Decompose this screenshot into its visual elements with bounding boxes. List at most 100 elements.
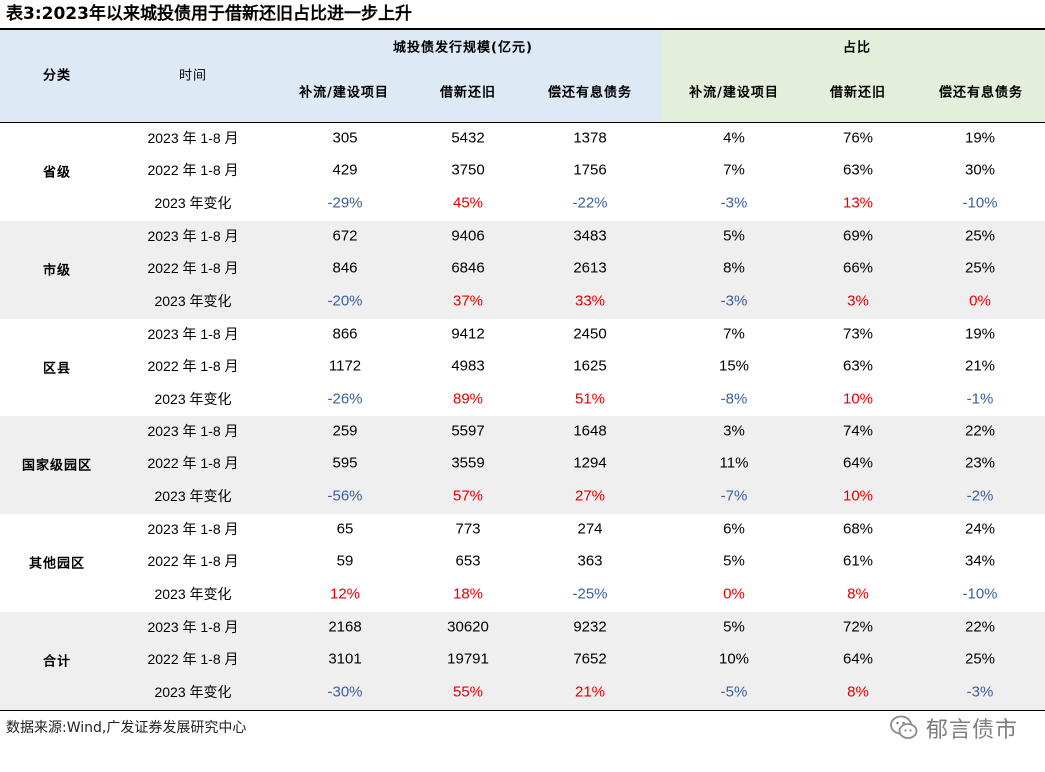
share-col-b-cell: 8% [847, 683, 869, 701]
share-col-b-cell: 13% [842, 194, 874, 212]
scale-col-a-cell: 846 [332, 259, 358, 277]
row-group: 市级 2023 年 1-8 月 672 9406 3483 5% 69% 25% 2022 年 … [0, 220, 1045, 319]
table-title: 表3:2023年以来城投债用于借新还旧占比进一步上升 [6, 4, 412, 24]
scale-col-c-cell: 33% [574, 292, 606, 310]
header-group-scale: 城投债发行规模(亿元) [393, 40, 533, 56]
scale-col-b-cell: 55% [452, 683, 484, 701]
share-col-a-cell: 10% [718, 650, 750, 668]
share-col-b-cell: 10% [842, 390, 874, 408]
scale-col-b-cell: 653 [455, 552, 481, 570]
share-col-c-cell: 22% [964, 422, 996, 440]
share-col-b-cell: 76% [842, 129, 874, 147]
time-cell: 2023 年 1-8 月 [147, 521, 239, 538]
share-col-b-cell: 66% [842, 259, 874, 277]
scale-col-a-cell: 259 [332, 422, 358, 440]
header-share-col-b: 借新还旧 [829, 85, 887, 101]
share-col-b-cell: 3% [847, 292, 869, 310]
scale-col-c-cell: 3483 [573, 227, 607, 245]
header-share-col-c: 偿还有息债务 [938, 85, 1024, 101]
scale-col-c-cell: 1648 [573, 422, 607, 440]
row-group: 省级 2023 年 1-8 月 305 5432 1378 4% 76% 19% 2022 年 … [0, 123, 1045, 221]
scale-col-b-cell: 19791 [447, 650, 489, 668]
time-cell: 2023 年变化 [154, 195, 232, 211]
share-col-a-cell: 5% [723, 552, 745, 570]
scale-col-c-cell: 21% [574, 683, 606, 701]
share-col-a-cell: 7% [723, 325, 745, 343]
scale-col-c-cell: 1625 [573, 357, 607, 375]
time-cell: 2023 年 1-8 月 [147, 130, 239, 146]
scale-col-c-cell: 274 [577, 520, 603, 538]
share-col-c-cell: 25% [964, 227, 996, 245]
share-col-b-cell: 63% [842, 161, 874, 179]
time-cell: 2023 年 1-8 月 [147, 423, 239, 440]
header-group-share: 占比 [842, 40, 872, 56]
table-header: 分类 时间 城投债发行规模(亿元) 占比 补流/建设项目 借新还旧 偿还有息债务… [0, 30, 1045, 122]
scale-col-b-cell: 9412 [451, 325, 485, 343]
share-col-c-cell: 19% [964, 325, 996, 343]
header-scale-background [0, 30, 662, 122]
scale-col-b-cell: 3559 [451, 454, 485, 472]
time-cell: 2022 年 1-8 月 [147, 259, 239, 276]
scale-col-b-cell: 37% [452, 292, 484, 310]
share-col-a-cell: 6% [723, 520, 745, 538]
scale-col-c-cell: 363 [577, 552, 603, 570]
scale-col-c-cell: 1378 [573, 129, 607, 147]
share-col-b-cell: 61% [842, 552, 874, 570]
scale-col-b-cell: 45% [452, 194, 484, 212]
share-col-a-cell: 7% [723, 161, 745, 179]
time-cell: 2023 年变化 [154, 684, 232, 700]
time-cell: 2022 年 1-8 月 [147, 357, 239, 374]
scale-col-b-cell: 5432 [451, 129, 485, 147]
share-col-a-cell: -7% [720, 487, 748, 505]
share-col-a-cell: 0% [723, 585, 745, 603]
wechat-icon [890, 715, 918, 739]
time-cell: 2022 年 1-8 月 [147, 651, 239, 667]
row-group: 国家级园区 2023 年 1-8 月 259 5597 1648 3% 74% 22% 2022… [0, 416, 1045, 515]
scale-col-a-cell: -30% [327, 683, 363, 701]
scale-col-c-cell: 27% [574, 487, 606, 505]
share-col-c-cell: 19% [964, 129, 996, 147]
share-col-c-cell: 25% [964, 650, 996, 668]
share-col-c-cell: 25% [964, 259, 996, 277]
share-col-c-cell: 0% [969, 292, 991, 310]
share-col-b-cell: 8% [847, 585, 869, 603]
category-label: 市级 [42, 263, 72, 279]
header-category: 分类 [42, 68, 72, 84]
scale-col-c-cell: 2450 [573, 325, 607, 343]
header-share-col-a: 补流/建设项目 [689, 85, 779, 101]
share-col-c-cell: 21% [964, 357, 996, 375]
watermark-text: 郁言债市 [926, 718, 1019, 743]
scale-col-a-cell: -20% [327, 292, 363, 310]
time-cell: 2023 年变化 [154, 390, 232, 407]
share-col-b-cell: 64% [842, 650, 874, 668]
share-col-a-cell: 8% [723, 259, 745, 277]
time-cell: 2022 年 1-8 月 [147, 162, 239, 178]
scale-col-b-cell: 18% [452, 585, 484, 603]
header-share-background [662, 30, 1045, 122]
header-rule [0, 122, 1045, 123]
scale-col-c-cell: 7652 [573, 650, 607, 668]
share-col-c-cell: -3% [966, 683, 994, 701]
share-col-b-cell: 74% [842, 422, 874, 440]
share-col-c-cell: 23% [964, 454, 996, 472]
header-scale-col-a: 补流/建设项目 [299, 85, 389, 101]
share-col-a-cell: 11% [719, 454, 749, 472]
scale-col-b-cell: 57% [452, 487, 484, 505]
share-col-c-cell: 30% [964, 161, 996, 179]
scale-col-c-cell: 1756 [573, 161, 607, 179]
time-cell: 2022 年 1-8 月 [147, 455, 239, 472]
share-col-a-cell: 5% [723, 227, 745, 245]
scale-col-b-cell: 89% [452, 390, 484, 408]
share-col-b-cell: 73% [842, 325, 874, 343]
header-scale-col-c: 偿还有息债务 [547, 85, 633, 101]
row-group: 区县 2023 年 1-8 月 866 9412 2450 7% 73% 19% 2022 年 … [0, 319, 1045, 417]
share-col-a-cell: 3% [723, 422, 745, 440]
share-col-c-cell: 34% [964, 552, 996, 570]
scale-col-a-cell: 595 [332, 454, 358, 472]
scale-col-a-cell: 672 [332, 227, 358, 245]
scale-col-a-cell: 3101 [328, 650, 362, 668]
share-col-a-cell: -3% [720, 194, 748, 212]
scale-col-a-cell: 2168 [328, 618, 362, 636]
share-col-a-cell: -5% [720, 683, 748, 701]
scale-col-b-cell: 30620 [447, 618, 489, 636]
